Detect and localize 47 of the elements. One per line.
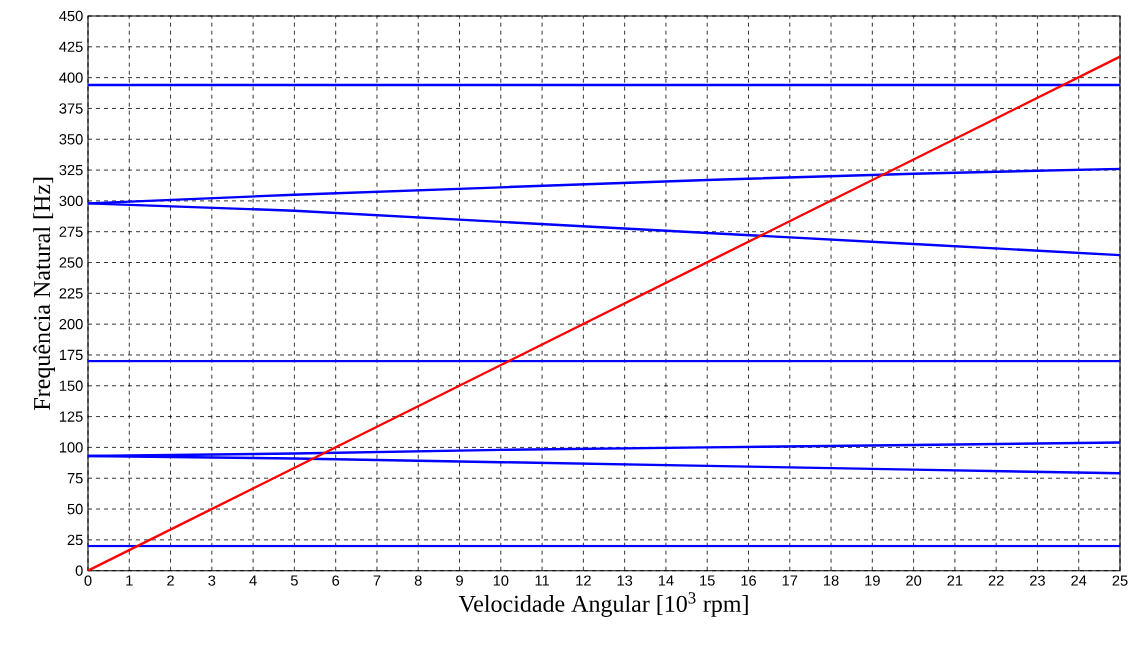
x-tick-label: 8 [414,575,422,586]
x-tick-label: 6 [332,575,340,586]
x-tick-label: 17 [782,575,798,586]
y-tick-label: 100 [59,442,83,453]
x-tick-label: 10 [493,575,509,586]
y-tick-label: 25 [67,534,83,546]
x-tick-label: 4 [249,575,257,586]
x-tick-label: 19 [865,575,880,586]
x-tick-label: 15 [700,575,715,586]
y-tick-label: 175 [59,349,83,361]
x-tick-label: 18 [824,575,839,586]
y-tick-label: 400 [59,72,83,83]
x-tick-label: 14 [658,575,674,586]
x-axis-title: Velocidade Angular [10$^{3}$ rpm] [458,592,748,617]
x-tick-label: 23 [1030,575,1045,586]
y-tick-label: 225 [59,288,83,299]
x-tick-label: 0 [84,575,92,586]
x-tick-label: 16 [741,575,756,586]
y-tick-label: 150 [59,380,83,391]
x-tick-label: 13 [617,575,633,586]
y-tick-label: 325 [59,164,83,176]
x-tick-label: 12 [576,575,591,586]
y-tick-label: 75 [67,473,83,484]
x-tick-label: 11 [535,575,549,586]
x-tick-label: 7 [373,575,381,586]
x-tick-label: 24 [1071,575,1087,586]
y-tick-label: 425 [59,41,83,53]
x-tick-label: 20 [906,575,922,586]
y-tick-label: 350 [59,134,83,145]
x-tick-label: 2 [167,575,174,586]
y-tick-label: 375 [59,103,83,114]
y-tick-label: 300 [59,195,83,207]
x-tick-label: 25 [1112,575,1128,586]
x-tick-label: 22 [988,575,1004,586]
y-tick-label: 0 [75,565,83,576]
y-tick-label: 125 [59,411,83,422]
x-tick-label: 5 [290,575,298,586]
y-tick-label: 50 [67,503,83,515]
x-tick-label: 1 [126,575,133,586]
x-tick-label: 3 [208,575,216,586]
y-tick-label: 200 [59,318,83,330]
x-tick-label: 9 [456,575,463,586]
y-tick-label: 275 [59,226,83,237]
y-tick-label: 250 [59,257,83,268]
y-tick-label: 450 [59,10,83,22]
y-axis-title: Frequência Natural [Hz] [33,177,55,410]
x-tick-label: 21 [947,575,963,586]
